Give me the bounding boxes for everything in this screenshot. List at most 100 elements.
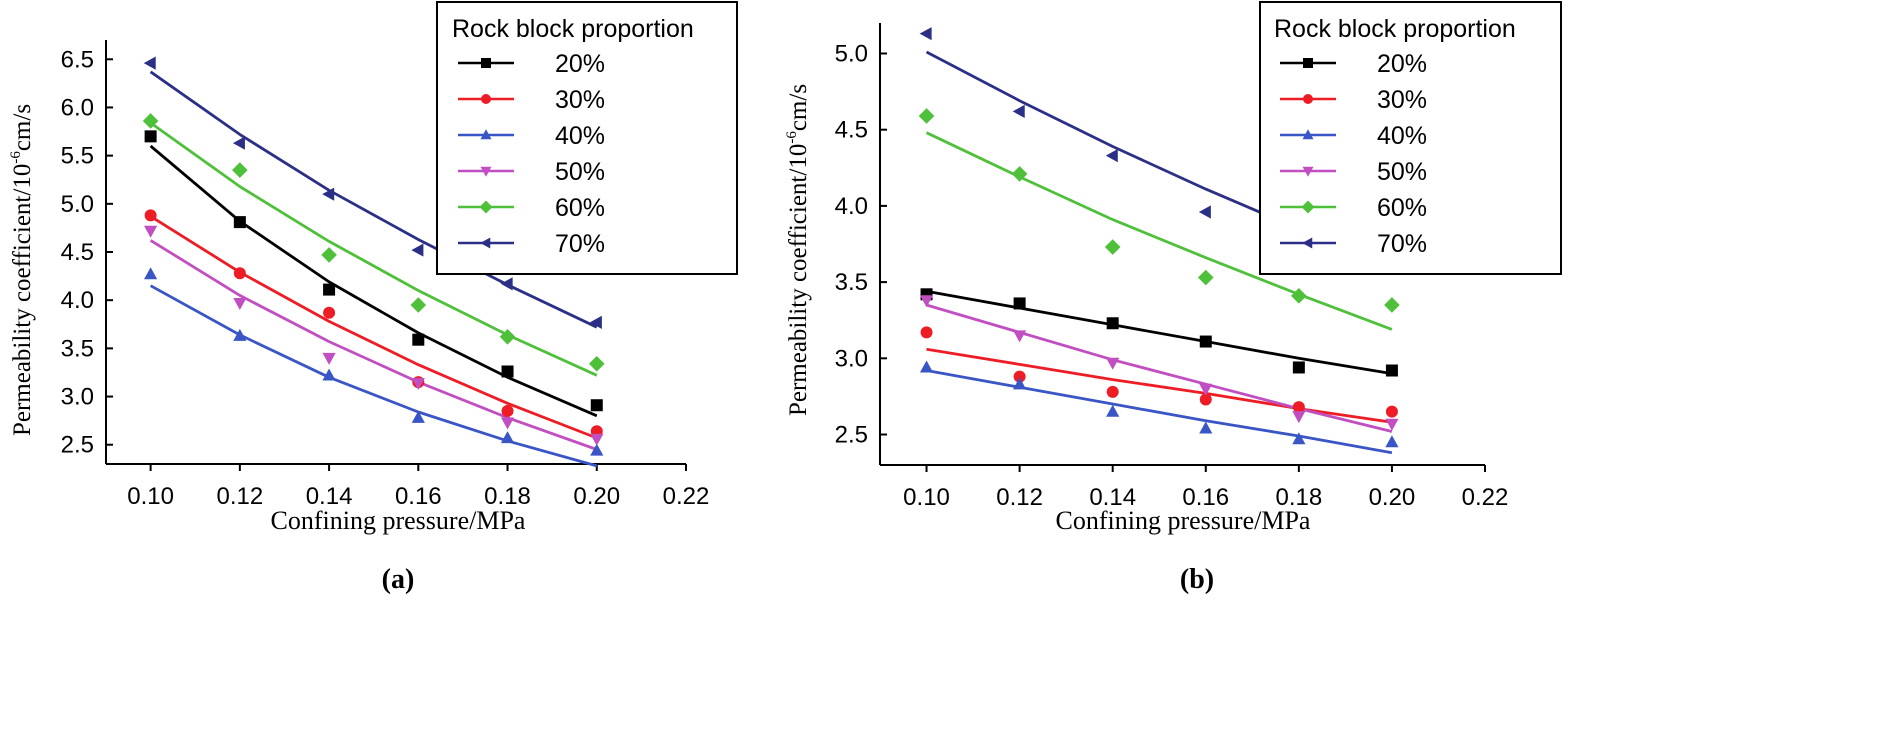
y-tick-label: 4.5 — [61, 239, 94, 266]
data-point-50pct — [144, 225, 158, 238]
data-point-40pct — [590, 443, 604, 456]
x-tick-label: 0.12 — [216, 483, 263, 510]
legend-entry-30pct: 30% — [458, 86, 605, 114]
data-point-20pct — [144, 130, 157, 143]
legend-entry-70pct: 70% — [458, 230, 605, 258]
x-tick-label: 0.10 — [127, 483, 174, 510]
y-axis-label-main: Permeability coefficient/10 — [785, 144, 812, 416]
y-tick-label: 6.5 — [61, 46, 94, 73]
y-axis-label-unit: cm/s — [9, 104, 36, 151]
legend-marker — [1302, 129, 1314, 140]
data-point-70pct — [589, 315, 602, 329]
data-point-30pct — [1013, 370, 1026, 383]
data-point-50pct — [1292, 411, 1306, 424]
legend-marker — [480, 237, 491, 249]
y-tick-label: 4.0 — [61, 287, 94, 314]
data-point-50pct — [1106, 357, 1120, 370]
y-tick-label: 3.5 — [835, 269, 868, 296]
y-axis-label-exponent: -6 — [784, 131, 800, 144]
fit-line-50pct — [149, 239, 598, 451]
data-point-70pct — [1198, 205, 1211, 219]
data-point-20pct — [1292, 361, 1305, 374]
legend-entry-40pct: 40% — [1280, 122, 1427, 150]
data-point-50pct — [411, 377, 425, 390]
data-point-60pct — [1011, 166, 1028, 182]
x-tick-label: 0.18 — [1275, 484, 1322, 511]
data-point-60pct — [321, 247, 337, 263]
legend-label: 60% — [1377, 194, 1427, 222]
legend-b: Rock block proportion 20% 30% 40% 50% 60% 70% — [1259, 1, 1562, 275]
fit-line-20pct — [926, 289, 1393, 375]
legend-marker — [1302, 166, 1314, 177]
data-point-70pct — [411, 243, 424, 257]
data-point-20pct — [323, 283, 336, 296]
data-point-40pct — [919, 360, 934, 373]
data-point-20pct — [233, 216, 246, 229]
data-point-60pct — [142, 113, 159, 129]
data-point-20pct — [501, 365, 514, 378]
x-tick-label: 0.14 — [1089, 484, 1136, 511]
data-point-50pct — [233, 297, 247, 310]
data-point-30pct — [323, 306, 336, 319]
legend-a: Rock block proportion 20% 30% 40% 50% 60% 70% — [436, 1, 738, 275]
data-point-50pct — [1385, 418, 1399, 431]
y-tick-label: 5.0 — [61, 191, 94, 218]
fit-curves-a — [149, 70, 598, 468]
data-point-70pct — [143, 56, 156, 70]
data-point-30pct — [1292, 401, 1305, 414]
legend-marker — [1301, 200, 1315, 214]
legend-marker — [480, 129, 492, 140]
legend-label: 30% — [555, 86, 605, 114]
data-point-70pct — [1105, 149, 1118, 163]
y-axis-label-exponent: -6 — [8, 151, 24, 164]
legend-entry-30pct: 30% — [1280, 86, 1427, 114]
data-point-30pct — [501, 405, 514, 417]
legend-entry-60pct: 60% — [458, 194, 605, 222]
fit-line-30pct — [149, 215, 598, 440]
x-tick-label: 0.20 — [1369, 484, 1416, 511]
data-point-40pct — [144, 267, 158, 280]
y-tick-label: 3.0 — [835, 345, 868, 372]
legend-marker — [1303, 94, 1313, 104]
y-tick-label: 3.5 — [61, 335, 94, 362]
y-axis-label-main: Permeability coefficient/10 — [9, 164, 36, 436]
data-point-70pct — [919, 27, 932, 41]
legend-entry-40pct: 40% — [458, 122, 605, 150]
y-tick-label: 4.0 — [835, 193, 868, 220]
legend-entry-50pct: 50% — [1280, 158, 1427, 186]
fit-line-20pct — [149, 144, 598, 418]
legend-entry-60pct: 60% — [1280, 194, 1427, 222]
data-point-30pct — [233, 267, 246, 280]
axes-b — [879, 23, 1485, 466]
legend-label: 30% — [1377, 86, 1427, 114]
x-tick-label: 0.22 — [663, 483, 710, 510]
data-point-70pct — [500, 277, 513, 291]
data-point-40pct — [1292, 432, 1306, 445]
x-axis-ticks-a: 0.10 0.12 0.14 0.16 0.18 0.20 0.22 — [127, 464, 709, 510]
fit-line-30pct — [926, 347, 1393, 424]
legend-label: 60% — [555, 194, 605, 222]
legend-label: 70% — [1377, 230, 1427, 258]
data-point-50pct — [1199, 383, 1213, 396]
x-axis-label-a: Confining pressure/MPa — [271, 506, 526, 535]
x-tick-label: 0.22 — [1462, 484, 1509, 511]
y-tick-label: 5.5 — [61, 143, 94, 170]
y-tick-label: 2.5 — [835, 422, 868, 449]
data-point-30pct — [144, 209, 157, 222]
legend-marker — [480, 166, 492, 177]
y-tick-label: 2.5 — [61, 432, 94, 459]
x-tick-label: 0.10 — [903, 484, 950, 511]
fit-line-40pct — [926, 369, 1393, 455]
legend-marker — [481, 58, 491, 68]
data-point-70pct — [322, 187, 335, 201]
data-point-20pct — [1199, 335, 1212, 348]
legend-label: 40% — [1377, 122, 1427, 150]
y-tick-label: 5.0 — [835, 40, 868, 67]
data-point-20pct — [590, 399, 603, 412]
legend-marker — [1303, 58, 1313, 68]
data-point-40pct — [1013, 377, 1027, 390]
legend-entry-20pct: 20% — [458, 50, 605, 78]
x-tick-label: 0.16 — [1182, 484, 1229, 511]
